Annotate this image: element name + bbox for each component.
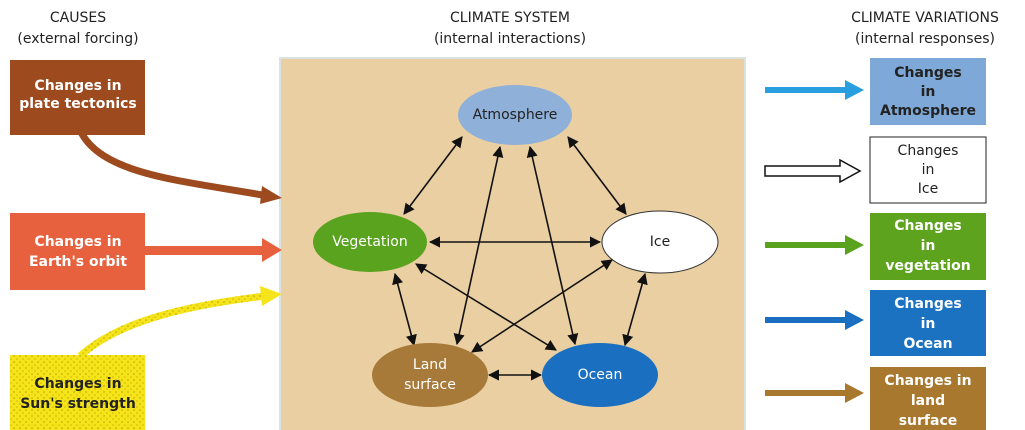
node xyxy=(458,85,572,145)
cause-label: Changes in xyxy=(34,234,121,250)
node xyxy=(542,343,658,407)
response-arrow xyxy=(764,158,862,184)
node xyxy=(601,210,719,274)
arrow-head xyxy=(845,235,864,255)
header-subtitle: (internal responses) xyxy=(855,31,995,47)
header-title: CLIMATE SYSTEM xyxy=(450,10,570,26)
variation-label: in xyxy=(921,316,936,332)
node-label: Ice xyxy=(650,234,670,250)
arrow-head xyxy=(845,310,864,330)
arrow-head xyxy=(260,186,282,204)
variation-label: Ocean xyxy=(903,336,952,352)
variation-label: surface xyxy=(899,413,958,429)
variation-label: Ice xyxy=(918,181,938,197)
cause-box xyxy=(10,355,145,430)
variation-box xyxy=(870,367,986,430)
node-label: Vegetation xyxy=(332,234,408,250)
response-arrow xyxy=(765,390,847,396)
node-label: Ocean xyxy=(578,367,623,383)
cause-label: Changes in xyxy=(34,376,121,392)
edge xyxy=(471,259,613,353)
edge xyxy=(392,272,417,347)
header-title: CAUSES xyxy=(50,10,106,26)
cause-label: Changes in xyxy=(34,78,121,94)
node-label: Land xyxy=(413,357,447,373)
header-subtitle: (internal interactions) xyxy=(434,31,586,47)
arrow-head xyxy=(845,383,864,403)
edge xyxy=(622,272,648,347)
variation-label: in xyxy=(921,84,936,100)
variation-label: Changes xyxy=(894,296,962,312)
node-label: surface xyxy=(404,377,456,393)
cause-arrow xyxy=(145,246,263,255)
variation-label: land xyxy=(911,393,945,409)
response-arrow xyxy=(765,87,847,93)
cause-label: Earth's orbit xyxy=(29,254,127,270)
variation-label: in xyxy=(921,238,936,254)
variation-box xyxy=(870,58,986,125)
cause-arrow xyxy=(77,292,266,359)
cause-label: Sun's strength xyxy=(20,396,136,412)
variation-label: Changes in xyxy=(884,373,971,389)
variation-label: vegetation xyxy=(885,258,970,274)
cause-arrow xyxy=(74,123,269,200)
variation-label: in xyxy=(922,162,935,178)
variation-box xyxy=(870,213,986,280)
cause-box xyxy=(10,213,145,290)
arrow-head xyxy=(262,238,282,262)
variation-box xyxy=(870,290,986,356)
variation-label: Changes xyxy=(894,65,962,81)
variation-label: Changes xyxy=(894,218,962,234)
arrow-head xyxy=(845,80,864,100)
edge xyxy=(403,136,463,215)
variation-box xyxy=(869,136,987,204)
node-label: Atmosphere xyxy=(473,107,558,123)
variation-label: Atmosphere xyxy=(880,103,976,119)
cause-box xyxy=(10,60,145,135)
variation-label: Changes xyxy=(898,143,959,159)
header-subtitle: (external forcing) xyxy=(17,31,138,47)
node xyxy=(313,212,427,272)
arrow-head xyxy=(260,286,282,306)
response-arrow xyxy=(765,317,847,323)
header-title: CLIMATE VARIATIONS xyxy=(851,10,999,26)
response-arrow xyxy=(765,242,847,248)
cause-label: plate tectonics xyxy=(19,96,137,112)
node xyxy=(372,343,488,407)
